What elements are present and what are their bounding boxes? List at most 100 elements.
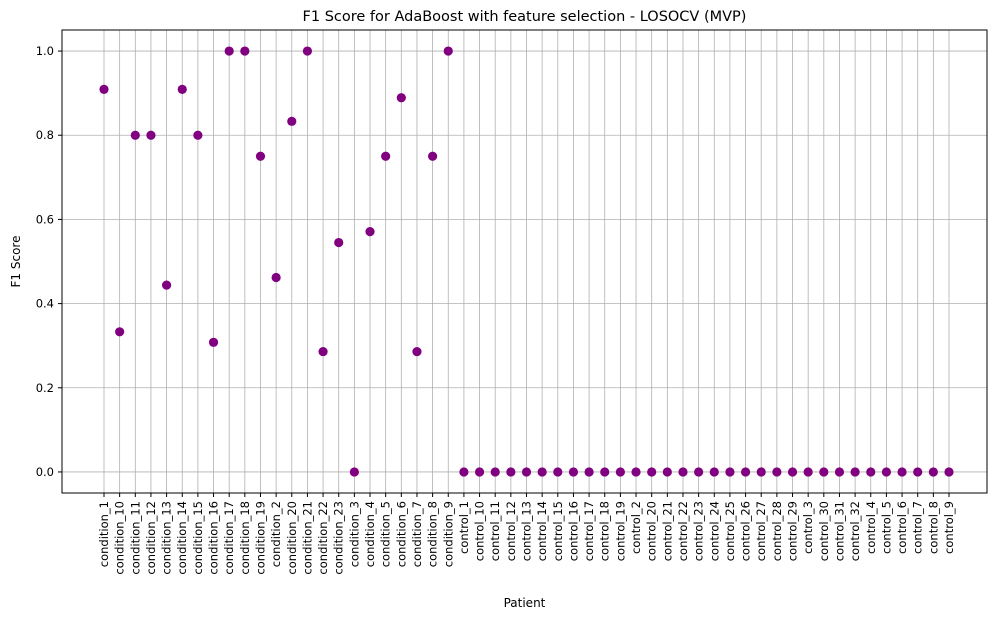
data-point	[349, 467, 359, 477]
x-tick-label: control_13	[520, 501, 534, 561]
plot-frame	[61, 29, 988, 494]
data-point	[224, 46, 234, 56]
x-tick-label: control_21	[660, 501, 674, 561]
data-point	[428, 151, 438, 161]
data-point	[115, 327, 125, 337]
grid-layer	[62, 30, 987, 493]
y-tick-label: 0.0	[36, 465, 54, 479]
x-tick-label: condition_11	[128, 501, 142, 575]
x-tick-label: condition_22	[316, 501, 330, 575]
data-point	[600, 467, 610, 477]
y-tick-label: 1.0	[36, 44, 54, 58]
x-tick-label: condition_13	[160, 501, 174, 575]
data-point	[819, 467, 829, 477]
data-point	[396, 93, 406, 103]
data-point	[584, 467, 594, 477]
x-tick-label: control_25	[723, 501, 737, 561]
x-tick-label: control_15	[551, 501, 565, 561]
data-point	[772, 467, 782, 477]
x-tick-label: control_3	[801, 501, 815, 554]
data-point	[615, 467, 625, 477]
data-point	[803, 467, 813, 477]
x-tick-label: condition_16	[207, 501, 221, 575]
x-tick-label: control_10	[473, 501, 487, 561]
x-tick-label: condition_15	[191, 501, 205, 575]
x-axis-label: Patient	[504, 596, 546, 610]
data-point	[412, 346, 422, 357]
data-point	[193, 130, 203, 140]
x-tick-label: control_7	[911, 501, 925, 554]
x-tick-label: control_6	[895, 501, 909, 554]
data-point	[928, 467, 938, 477]
data-point	[568, 467, 579, 477]
data-point	[521, 467, 532, 477]
x-tick-label: control_23	[692, 501, 706, 561]
x-tick-label: control_12	[504, 501, 518, 561]
x-tick-label: condition_5	[379, 501, 393, 567]
data-point	[631, 467, 641, 477]
x-tick-label: condition_3	[347, 501, 361, 567]
data-point	[834, 467, 845, 477]
data-point	[130, 130, 140, 140]
data-point	[287, 116, 297, 126]
points-layer	[99, 46, 954, 477]
data-point	[725, 467, 735, 477]
x-tick-label: control_27	[754, 501, 768, 561]
x-tick-label: control_8	[926, 501, 940, 554]
x-tick-label: control_32	[848, 501, 862, 561]
data-point	[787, 467, 798, 477]
chart-title: F1 Score for AdaBoost with feature selec…	[303, 9, 747, 25]
data-point	[146, 130, 156, 140]
x-tick-label: condition_12	[144, 501, 158, 575]
x-tick-label: condition_8	[426, 501, 440, 567]
y-tick-label: 0.2	[36, 381, 54, 395]
data-point	[381, 151, 391, 161]
x-tick-label: control_31	[832, 501, 846, 561]
x-tick-label: control_9	[942, 501, 956, 554]
data-point	[490, 467, 500, 477]
x-tick-label: condition_2	[269, 501, 283, 567]
data-point	[694, 467, 704, 477]
x-tick-label: control_2	[629, 501, 643, 554]
x-tick-label: control_5	[879, 501, 893, 554]
data-point	[944, 467, 954, 477]
data-point	[756, 467, 766, 477]
y-tick-label: 0.6	[36, 212, 54, 226]
x-tick-label: control_22	[676, 501, 690, 561]
x-tick-label: control_4	[864, 501, 878, 554]
x-tick-label: condition_19	[253, 501, 267, 575]
x-tick-label: control_19	[613, 501, 627, 561]
x-tick-label: condition_9	[441, 501, 455, 567]
data-point	[553, 467, 563, 477]
data-point	[474, 467, 485, 477]
x-tick-label: condition_6	[394, 501, 408, 567]
x-tick-label: control_1	[457, 501, 471, 554]
data-point	[537, 467, 547, 477]
data-point	[334, 237, 344, 248]
data-point	[208, 337, 219, 347]
y-tick-label: 0.4	[36, 297, 54, 311]
x-tick-label: condition_23	[332, 501, 346, 575]
x-tick-label: condition_18	[238, 501, 252, 575]
data-point	[271, 272, 281, 283]
y-axis-label: F1 Score	[9, 236, 23, 288]
x-tick-label: control_20	[645, 501, 659, 561]
x-tick-label: control_29	[786, 501, 800, 561]
data-point	[365, 227, 375, 237]
data-point	[99, 84, 109, 94]
x-tick-label: condition_20	[285, 501, 299, 575]
data-point	[740, 467, 751, 477]
data-point	[897, 467, 907, 477]
data-point	[709, 467, 719, 477]
x-tick-label: condition_21	[300, 501, 314, 575]
data-point	[459, 467, 469, 477]
x-tick-label: condition_1	[97, 501, 111, 567]
x-tick-label: control_17	[582, 501, 596, 561]
x-tick-label: condition_14	[175, 501, 189, 575]
data-point	[255, 151, 266, 161]
x-tick-label: control_24	[707, 501, 721, 561]
x-tick-label: control_18	[598, 501, 612, 561]
data-point	[866, 467, 876, 477]
